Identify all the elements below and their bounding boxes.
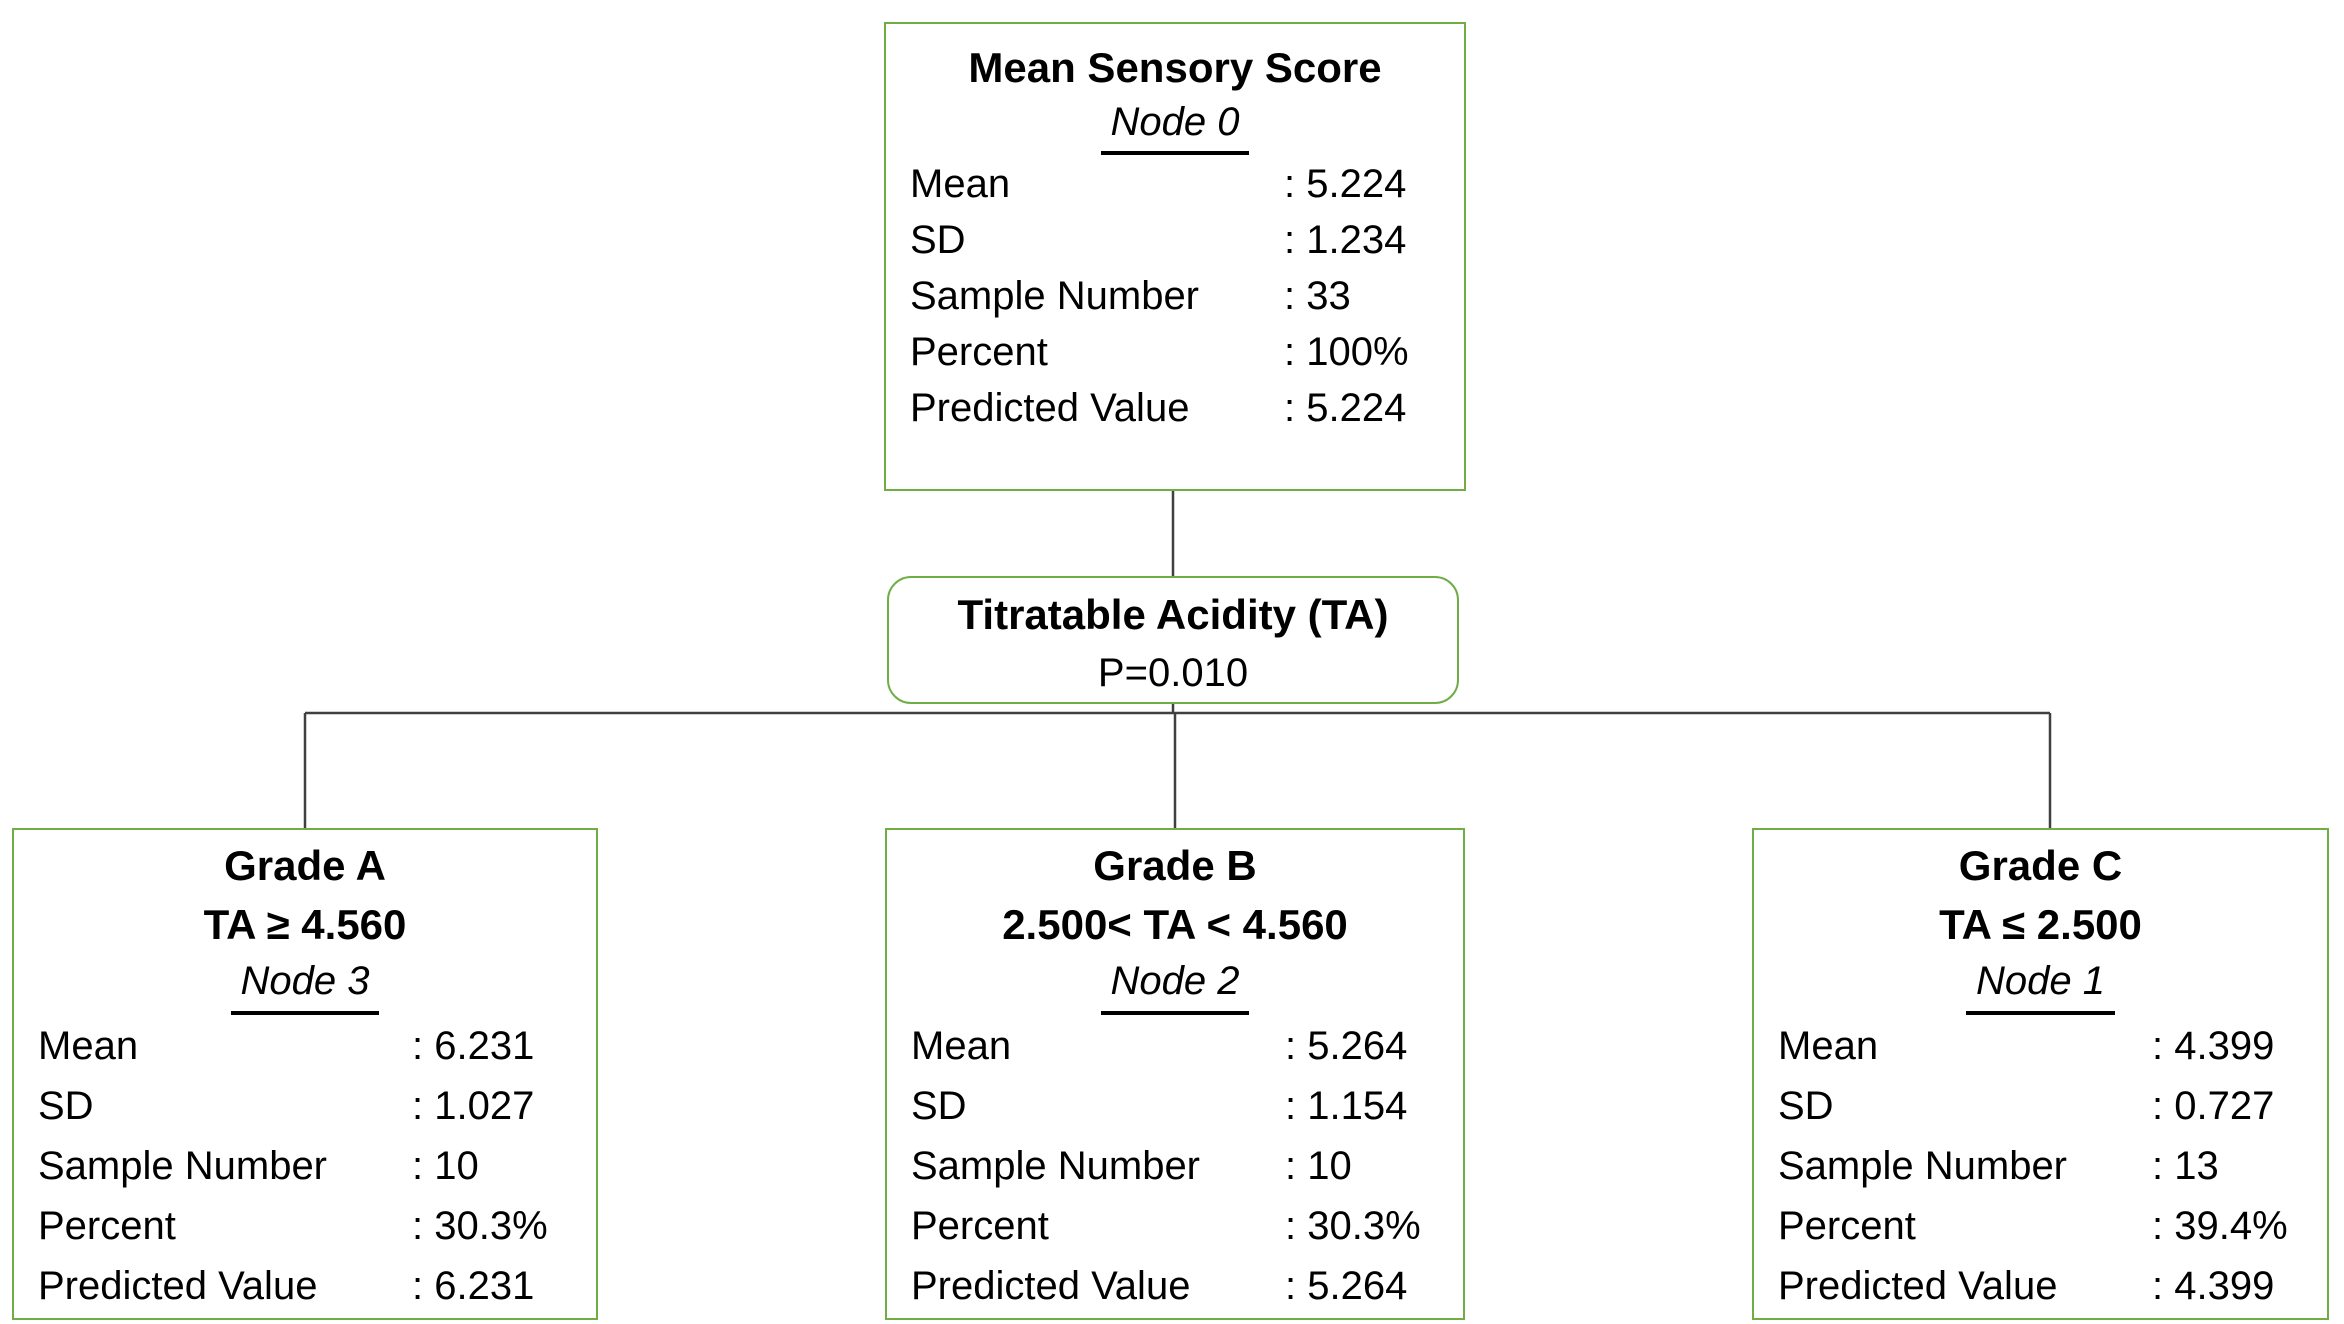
- stat-row: SD : 1.027: [38, 1076, 572, 1136]
- leaf-node-label: Node 1: [1966, 954, 2115, 1015]
- stat-label: Percent: [910, 330, 1048, 374]
- stat-value: : 4.399: [2152, 1264, 2275, 1308]
- stat-row: Sample Number : 33: [910, 268, 1440, 324]
- stat-value: : 100%: [1284, 330, 1409, 374]
- stat-row: Predicted Value : 5.264: [911, 1256, 1439, 1316]
- leaf-node-grade-c: Grade C TA ≤ 2.500 Node 1 Mean : 4.399 S…: [1752, 828, 2329, 1320]
- stat-row: Predicted Value : 6.231: [38, 1256, 572, 1316]
- stat-value: : 30.3%: [1285, 1204, 1421, 1248]
- stat-label: Predicted Value: [910, 386, 1190, 430]
- stat-row: SD : 1.154: [911, 1076, 1439, 1136]
- stat-label: Mean: [910, 162, 1011, 206]
- split-node: Titratable Acidity (TA) P=0.010: [887, 576, 1459, 704]
- leaf-node-label: Node 3: [230, 954, 380, 1015]
- stat-label: Percent: [38, 1204, 176, 1248]
- leaf-node-label-line: Node 3: [38, 954, 572, 1015]
- stat-label: SD: [911, 1084, 967, 1128]
- stat-value: : 5.264: [1285, 1264, 1408, 1308]
- stat-value: : 5.224: [1284, 162, 1407, 206]
- leaf-node-condition: 2.500< TA < 4.560: [1002, 901, 1348, 948]
- root-node-label-line: Node 0: [910, 96, 1440, 155]
- stat-row: Predicted Value : 4.399: [1778, 1256, 2303, 1316]
- stat-label: SD: [910, 218, 966, 262]
- leaf-node-title: Grade C: [1958, 842, 2123, 889]
- stat-value: : 10: [1285, 1144, 1352, 1188]
- stat-row: Sample Number : 10: [38, 1136, 572, 1196]
- stat-row: SD : 0.727: [1778, 1076, 2303, 1136]
- stat-value: : 13: [2152, 1144, 2219, 1188]
- stat-row: Percent : 100%: [910, 324, 1440, 380]
- leaf-node-title: Grade A: [224, 842, 386, 889]
- leaf-node-grade-b: Grade B 2.500< TA < 4.560 Node 2 Mean : …: [885, 828, 1465, 1320]
- stat-label: Predicted Value: [911, 1264, 1191, 1308]
- stat-row: Percent : 30.3%: [911, 1196, 1439, 1256]
- leaf-node-stats: Mean : 6.231 SD : 1.027 Sample Number : …: [38, 1016, 572, 1316]
- stat-row: Percent : 39.4%: [1778, 1196, 2303, 1256]
- stat-value: : 39.4%: [2152, 1204, 2288, 1248]
- stat-label: Percent: [911, 1204, 1049, 1248]
- leaf-node-label-line: Node 1: [1778, 954, 2303, 1015]
- stat-label: Mean: [1778, 1024, 1879, 1068]
- stat-row: SD : 1.234: [910, 212, 1440, 268]
- split-node-p-value: P=0.010: [1097, 651, 1249, 695]
- stat-value: : 33: [1284, 274, 1351, 318]
- leaf-node-label: Node 2: [1100, 954, 1250, 1015]
- leaf-node-title: Grade B: [1093, 842, 1257, 889]
- stat-row: Mean : 6.231: [38, 1016, 572, 1076]
- stat-label: Predicted Value: [38, 1264, 318, 1308]
- stat-row: Mean : 5.224: [910, 156, 1440, 212]
- stat-row: Percent : 30.3%: [38, 1196, 572, 1256]
- split-node-title: Titratable Acidity (TA): [957, 591, 1389, 638]
- stat-row: Mean : 5.264: [911, 1016, 1439, 1076]
- stat-value: : 1.234: [1284, 218, 1407, 262]
- stat-label: Sample Number: [38, 1144, 328, 1188]
- leaf-node-label-line: Node 2: [911, 954, 1439, 1015]
- stat-value: : 1.154: [1285, 1084, 1408, 1128]
- root-node-stats: Mean : 5.224 SD : 1.234 Sample Number : …: [910, 156, 1440, 436]
- stat-label: Sample Number: [911, 1144, 1201, 1188]
- stat-row: Mean : 4.399: [1778, 1016, 2303, 1076]
- stat-value: : 6.231: [412, 1264, 535, 1308]
- leaf-node-condition: TA ≤ 2.500: [1939, 901, 2142, 948]
- stat-label: Mean: [911, 1024, 1012, 1068]
- stat-value: : 5.264: [1285, 1024, 1408, 1068]
- stat-value: : 30.3%: [412, 1204, 548, 1248]
- leaf-node-stats: Mean : 5.264 SD : 1.154 Sample Number : …: [911, 1016, 1439, 1316]
- root-node-title: Mean Sensory Score: [968, 44, 1382, 91]
- stat-label: SD: [1778, 1084, 1834, 1128]
- stat-label: Sample Number: [910, 274, 1200, 318]
- stat-row: Predicted Value : 5.224: [910, 380, 1440, 436]
- stat-value: : 1.027: [412, 1084, 535, 1128]
- stat-value: : 6.231: [412, 1024, 535, 1068]
- root-node: Mean Sensory Score Node 0 Mean : 5.224 S…: [884, 22, 1466, 491]
- stat-row: Sample Number : 10: [911, 1136, 1439, 1196]
- stat-label: Predicted Value: [1778, 1264, 2058, 1308]
- stat-value: : 0.727: [2152, 1084, 2275, 1128]
- stat-value: : 4.399: [2152, 1024, 2275, 1068]
- leaf-node-condition: TA ≥ 4.560: [203, 901, 407, 948]
- root-node-label: Node 0: [1100, 96, 1250, 155]
- stat-label: Mean: [38, 1024, 139, 1068]
- stat-label: SD: [38, 1084, 94, 1128]
- stat-label: Percent: [1778, 1204, 1916, 1248]
- stat-value: : 10: [412, 1144, 479, 1188]
- stat-row: Sample Number : 13: [1778, 1136, 2303, 1196]
- stat-value: : 5.224: [1284, 386, 1407, 430]
- leaf-node-stats: Mean : 4.399 SD : 0.727 Sample Number : …: [1778, 1016, 2303, 1316]
- leaf-node-grade-a: Grade A TA ≥ 4.560 Node 3 Mean : 6.231 S…: [12, 828, 598, 1320]
- stat-label: Sample Number: [1778, 1144, 2068, 1188]
